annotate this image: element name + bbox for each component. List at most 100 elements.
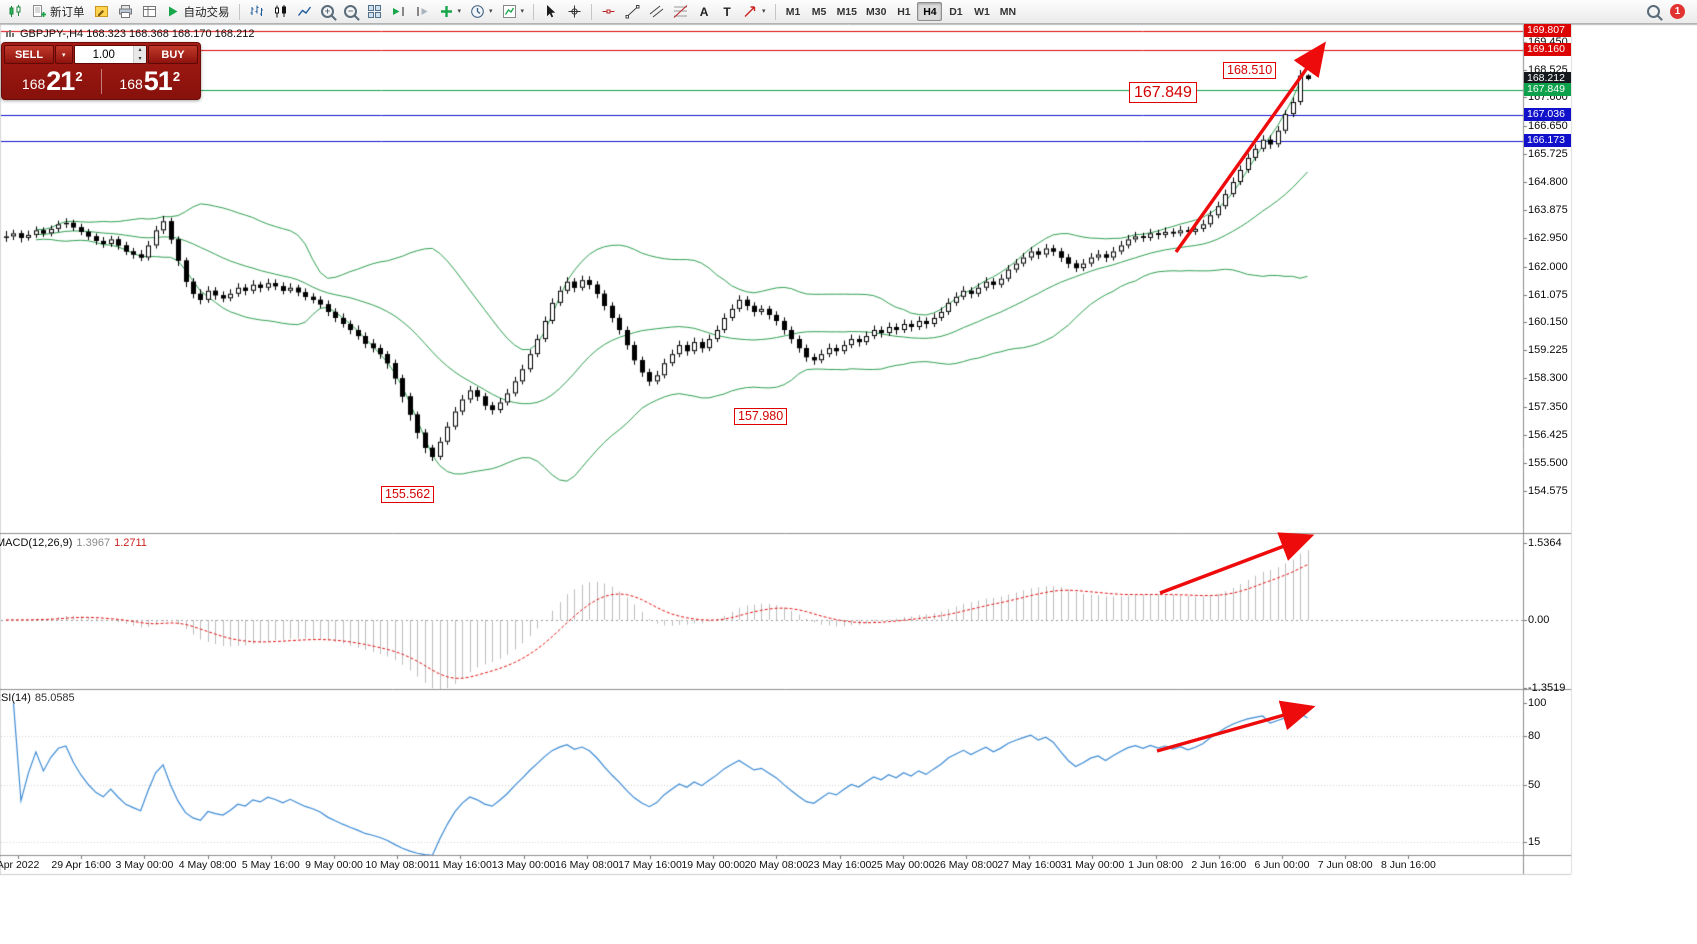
metaeditor-button[interactable] (90, 2, 113, 22)
volume-increase-button[interactable]: ▴ (134, 46, 146, 55)
timeframe-m30-button[interactable]: M30 (862, 2, 890, 21)
sell-price-prefix: 168 (21, 76, 46, 92)
data-window-icon (142, 6, 156, 17)
timeframe-m1-button[interactable]: M1 (781, 2, 806, 21)
cursor-button[interactable] (539, 2, 562, 22)
tile-windows-button[interactable] (363, 2, 386, 22)
trade-prices-row: 168 21 2 168 51 2 (4, 66, 198, 97)
autotrading-button[interactable]: 自动交易 (162, 2, 234, 22)
templates-button[interactable]: ▾ (498, 2, 529, 22)
sell-price-sup: 2 (75, 69, 83, 84)
price-annotation[interactable]: 168.510 (1223, 62, 1277, 79)
arrows-tool-button[interactable]: ▾ (739, 2, 770, 22)
buy-price-big: 51 (143, 66, 173, 96)
dropdown-arrow-icon[interactable]: ▾ (489, 8, 493, 15)
notification-badge[interactable]: 1 (1670, 4, 1685, 19)
timeframe-w1-button[interactable]: W1 (969, 2, 994, 21)
trade-controls-row: SELL ▾ ▴ ▾ BUY (4, 45, 198, 64)
chart-ohlc-text: GBPJPY-,H4 168.323 168.368 168.170 168.2… (20, 28, 255, 40)
buy-price-sup: 2 (172, 69, 181, 84)
trendline-tool-button[interactable] (621, 2, 644, 22)
indicators-plus-icon (440, 6, 452, 17)
trendline-icon (625, 5, 640, 19)
candlestick-chart-icon (274, 5, 286, 18)
toolbar-separator (591, 3, 593, 20)
periods-button[interactable]: ▾ (466, 2, 497, 22)
price-divider (100, 69, 102, 94)
chart-symbol-icon (6, 30, 14, 37)
horizontal-line-tool-button[interactable] (597, 2, 620, 22)
buy-price-prefix: 168 (119, 76, 143, 92)
zoom-in-button[interactable]: + (317, 2, 339, 22)
crosshair-icon (568, 5, 581, 18)
new-chart-icon (9, 5, 21, 17)
arrows-tool-icon (744, 6, 756, 17)
toolbar-separator (533, 3, 535, 20)
buy-price[interactable]: 168 51 2 (102, 66, 199, 97)
timeframe-mn-button[interactable]: MN (995, 2, 1020, 21)
channel-tool-button[interactable] (645, 2, 668, 22)
auto-scroll-icon (392, 7, 404, 16)
toolbar-right-group: 1 (1647, 4, 1693, 19)
chart-shift-button[interactable] (411, 2, 434, 22)
templates-icon (502, 5, 516, 18)
macd-main-value: 1.3967 (76, 537, 111, 549)
search-icon[interactable] (1647, 5, 1660, 18)
metaeditor-icon (94, 6, 108, 17)
dropdown-arrow-icon[interactable]: ▾ (520, 8, 525, 15)
macd-indicator-label: MACD(12,26,9) 1.3967 1.2711 (0, 537, 147, 549)
price-annotation[interactable]: 167.849 (1129, 82, 1197, 103)
timeframe-h1-button[interactable]: H1 (891, 2, 916, 21)
auto-scroll-button[interactable] (387, 2, 410, 22)
price-annotation[interactable]: 157.980 (734, 408, 788, 425)
buy-button[interactable]: BUY (148, 45, 198, 64)
autotrading-play-icon (168, 6, 177, 17)
timeframe-h4-button[interactable]: H4 (917, 2, 943, 21)
new-order-button[interactable]: 新订单 (28, 2, 89, 22)
new-chart-button[interactable] (4, 2, 27, 22)
rsi-indicator-label: RSI(14)85.0585 (0, 692, 75, 704)
timeframe-d1-button[interactable]: D1 (943, 2, 968, 21)
zoom-out-button[interactable]: − (340, 2, 362, 22)
text-tool-button[interactable]: A (693, 2, 715, 22)
sell-button[interactable]: SELL (4, 45, 54, 64)
sell-price[interactable]: 168 21 2 (4, 66, 101, 97)
volume-spinner: ▴ ▾ (133, 46, 146, 63)
text-tool-icon: A (699, 4, 709, 19)
chart-ohlc-info: GBPJPY-,H4 168.323 168.368 168.170 168.2… (5, 28, 254, 40)
fibonacci-tool-button[interactable] (669, 2, 692, 22)
sell-price-big: 21 (46, 66, 75, 96)
timeframe-m5-button[interactable]: M5 (807, 2, 832, 21)
indicators-button[interactable]: ▾ (435, 2, 466, 22)
main-toolbar: 新订单 自动交易 + − ▾ ▾ ▾ (0, 0, 1697, 24)
print-icon (118, 5, 132, 18)
one-click-trading-panel: SELL ▾ ▴ ▾ BUY 168 21 2 168 51 2 (1, 42, 201, 100)
volume-control: ▴ ▾ (73, 45, 147, 64)
chart-shift-icon (416, 7, 427, 16)
price-annotation[interactable]: 155.562 (381, 486, 435, 503)
volume-input[interactable] (74, 46, 133, 63)
fibonacci-icon (673, 5, 688, 18)
line-chart-button[interactable] (293, 2, 316, 22)
zoom-in-icon: + (321, 5, 334, 18)
dropdown-arrow-icon[interactable]: ▾ (762, 8, 766, 15)
autotrading-label: 自动交易 (183, 6, 230, 19)
toolbar-separator (238, 3, 240, 20)
data-window-button[interactable] (138, 2, 161, 22)
timeframe-m15-button[interactable]: M15 (833, 2, 861, 21)
new-order-icon (33, 5, 46, 17)
volume-dropdown-button[interactable]: ▾ (55, 45, 73, 64)
dropdown-arrow-icon[interactable]: ▾ (457, 8, 462, 15)
label-tool-button[interactable]: T (716, 2, 738, 22)
print-button[interactable] (114, 2, 137, 22)
line-chart-icon (297, 6, 311, 16)
clock-icon (471, 5, 484, 18)
candlestick-chart-button[interactable] (269, 2, 292, 22)
cursor-icon (547, 5, 556, 18)
bar-chart-button[interactable] (245, 2, 268, 22)
channel-icon (649, 5, 664, 18)
volume-decrease-button[interactable]: ▾ (134, 54, 146, 63)
crosshair-button[interactable] (563, 2, 586, 22)
